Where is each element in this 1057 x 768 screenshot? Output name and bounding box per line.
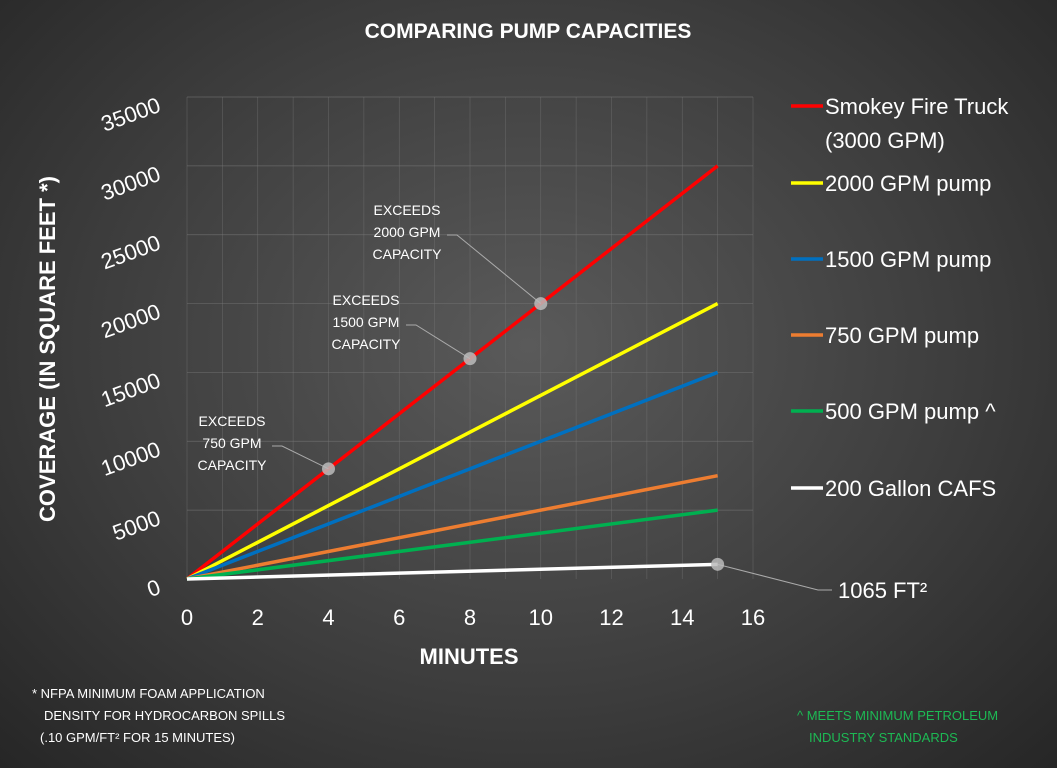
x-tick-label: 2 [252,605,264,630]
y-axis-label: COVERAGE (IN SQUARE FEET *) [35,176,60,522]
y-tick-label: 30000 [98,161,164,205]
series-line [186,508,718,581]
y-tick-label: 20000 [98,299,164,343]
annotation-leader [717,563,832,591]
legend-label: 2000 GPM pump [825,171,991,196]
annotation-label: CAPACITY [373,246,443,262]
x-axis-label: MINUTES [420,644,519,669]
x-tick-label: 4 [322,605,334,630]
x-tick-label: 6 [393,605,405,630]
x-tick-label: 0 [181,605,193,630]
annotation-label: EXCEEDS [374,202,441,218]
annotation-label: CAPACITY [332,336,402,352]
legend-label: Smokey Fire Truck [825,94,1009,119]
y-tick-label: 35000 [98,92,164,136]
annotation-label: 1065 FT² [838,578,927,603]
annotation-label: EXCEEDS [199,413,266,429]
annotation-label: 2000 GPM [374,224,441,240]
annotation-label: 1500 GPM [333,314,400,330]
chart-title: COMPARING PUMP CAPACITIES [365,20,692,43]
x-tick-label: 10 [529,605,553,630]
footnote-line: ^ MEETS MINIMUM PETROLEUM [797,708,999,723]
x-tick-label: 8 [464,605,476,630]
annotation-label: EXCEEDS [333,292,400,308]
annotation-leader [272,445,329,470]
legend-label: (3000 GPM) [825,128,945,153]
annotation-leader [406,324,471,360]
legend-label: 1500 GPM pump [825,247,991,272]
y-tick-label: 25000 [98,230,164,274]
series-line [185,164,719,581]
series-line [186,473,718,581]
annotation-marker [463,352,477,366]
annotation-leader [447,234,542,304]
x-tick-label: 14 [670,605,694,630]
annotation-label: CAPACITY [198,457,268,473]
footnote-line: * NFPA MINIMUM FOAM APPLICATION [32,686,265,701]
y-tick-label: 15000 [98,368,164,412]
annotation-label: 750 GPM [202,435,261,451]
legend-label: 500 GPM pump ^ [825,399,996,424]
footnote-nfpa: * NFPA MINIMUM FOAM APPLICATION DENSITY … [32,683,285,749]
annotation-marker [322,462,335,476]
footnote-line: DENSITY FOR HYDROCARBON SPILLS [44,708,286,723]
y-tick-label: 5000 [109,505,164,545]
footnote-line: INDUSTRY STANDARDS [809,730,958,745]
series-line [186,562,718,581]
footnote-line: (.10 GPM/FT² FOR 15 MINUTES) [40,730,236,745]
legend-label: 200 Gallon CAFS [825,476,996,501]
x-tick-label: 16 [741,605,765,630]
x-tick-label: 12 [599,605,623,630]
annotation-marker [711,557,725,571]
series-line [186,370,719,581]
legend-label: 750 GPM pump [825,323,979,348]
y-tick-label: 10000 [98,436,164,480]
annotation-marker [534,297,548,311]
footnote-petroleum: ^ MEETS MINIMUM PETROLEUM INDUSTRY STAND… [797,705,998,749]
series-line [186,302,719,581]
y-tick-label: 0 [144,574,164,602]
